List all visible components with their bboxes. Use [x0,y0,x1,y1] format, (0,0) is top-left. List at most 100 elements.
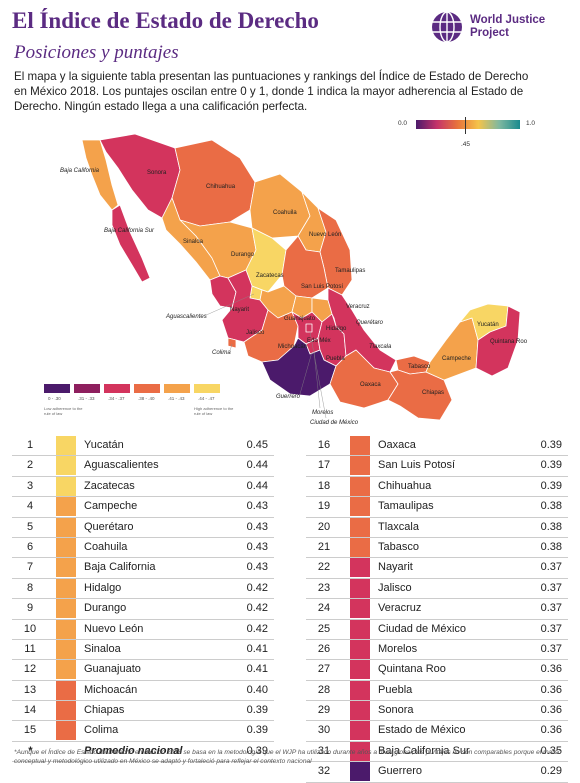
legend-high-note: High adherence to the rule of law [194,406,234,416]
rank-cell: 14 [23,704,37,717]
rank-cell: 22 [317,561,331,574]
table-row: 29 Sonora 0.36 [306,701,568,722]
table-row: 28 Puebla 0.36 [306,680,568,702]
table-row: 19 Tamaulipas 0.38 [306,497,568,518]
label-chiapas: Chiapas [422,390,444,396]
label-michoacan: Michoacán [278,344,307,350]
rank-cell: 29 [317,704,331,717]
color-swatch [350,639,370,659]
color-swatch [56,680,76,700]
rank-cell: 24 [317,602,331,615]
state-colima [227,337,237,349]
score-cell: 0.37 [540,581,562,594]
color-swatch [56,537,76,557]
logo-text: World Justice Project [470,14,545,40]
color-swatch [56,558,76,578]
color-swatch [56,639,76,659]
label-tamaulipas: Tamaulipas [335,268,365,274]
legend-label: .31 - .33 [78,396,95,401]
map-labels: Baja California Baja California Sur Sono… [60,168,528,426]
score-cell: 0.39 [540,439,562,451]
label-durango: Durango [231,252,255,258]
state-cell: Nayarit [378,561,413,574]
table-row: 26 Morelos 0.37 [306,639,568,661]
legend-swatch [164,384,190,393]
label-oaxaca: Oaxaca [360,382,381,388]
table-row: 4 Campeche 0.43 [12,497,274,518]
state-cell: Tlaxcala [378,520,419,533]
state-cell: Zacatecas [84,479,135,492]
state-cell: Guanajuato [84,663,141,676]
rank-cell: 9 [26,602,34,615]
score-cell: 0.43 [246,540,268,553]
score-cell: 0.37 [540,642,562,655]
label-guanajuato: Guanajuato [284,316,316,322]
state-cell: Estado de México [378,724,466,737]
color-swatch [350,537,370,557]
state-cell: Nuevo León [84,622,144,635]
color-swatch [350,476,370,496]
color-swatch [56,456,76,476]
color-swatch [56,660,76,680]
table-row: 22 Nayarit 0.37 [306,558,568,579]
state-cell: Promedio nacional [84,744,183,757]
table-row: 18 Chihuahua 0.39 [306,476,568,498]
rank-cell: 3 [26,479,34,492]
state-cell: Chiapas [84,704,125,717]
scale-gradient-bar [416,120,520,129]
legend-label: 0 - .30 [48,396,61,401]
legend-label: .34 - .37 [108,396,125,401]
label-jalisco: Jalisco [246,330,265,336]
rank-cell: 8 [26,581,34,594]
legend-label: .41 - .43 [168,396,185,401]
table-row: 23 Jalisco 0.37 [306,578,568,600]
color-swatch [350,558,370,578]
leader-colima [229,343,233,352]
state-cell: Ciudad de México [378,622,467,635]
table-row: 8 Hidalgo 0.42 [12,578,274,600]
label-baja-california-sur: Baja California Sur [104,228,155,234]
score-cell: 0.41 [246,642,268,655]
color-swatch [56,701,76,721]
state-cell: Tabasco [378,540,419,553]
state-cell: Baja California [84,561,156,574]
score-cell: 0.39 [246,724,268,737]
score-cell: 0.45 [246,439,268,451]
score-cell: 0.36 [540,683,562,696]
label-zacatecas: Zacatecas [256,273,284,279]
color-swatch [56,721,76,741]
label-campeche: Campeche [442,356,472,362]
rank-cell: 28 [317,683,331,696]
score-cell: 0.39 [246,704,268,717]
state-cell: Querétaro [84,520,134,533]
legend-label: .44 - .47 [198,396,215,401]
color-swatch [350,578,370,598]
state-cell: Quintana Roo [378,663,446,676]
label-puebla: Puebla [326,356,345,362]
state-guerrero [261,337,337,397]
map-legend: 0 - .30 .31 - .33 .34 - .37 .38 - .40 .41 - … [44,384,234,424]
rank-cell: 27 [317,663,331,676]
score-cell: 0.41 [246,663,268,676]
label-edomex: Edo Méx [307,338,331,344]
rank-cell: 6 [26,540,34,553]
score-cell: 0.38 [540,520,562,533]
label-coahuila: Coahuila [273,210,297,216]
rank-cell: 21 [317,540,331,553]
table-row: 27 Quintana Roo 0.36 [306,660,568,681]
table-row: 1 Yucatán 0.45 [12,436,274,457]
rank-cell: 19 [317,500,331,513]
rankings-table-left: 1 Yucatán 0.45 2 Aguascalientes 0.44 3 Zacateca… [12,436,274,763]
leader-guerrero [299,351,313,395]
state-coahuila [249,173,311,239]
score-cell: 0.44 [246,459,268,472]
state-cell: Campeche [84,500,138,513]
table-row: 7 Baja California 0.43 [12,558,274,579]
rank-cell: 32 [317,765,331,778]
label-tabasco: Tabasco [408,364,431,370]
label-nuevo-leon: Nuevo León [309,232,341,238]
table-row: 15 Colima 0.39 [12,721,274,742]
state-cell: Coahuila [84,540,128,553]
legend-label: .38 - .40 [138,396,155,401]
state-cell: San Luis Potosí [378,459,456,472]
